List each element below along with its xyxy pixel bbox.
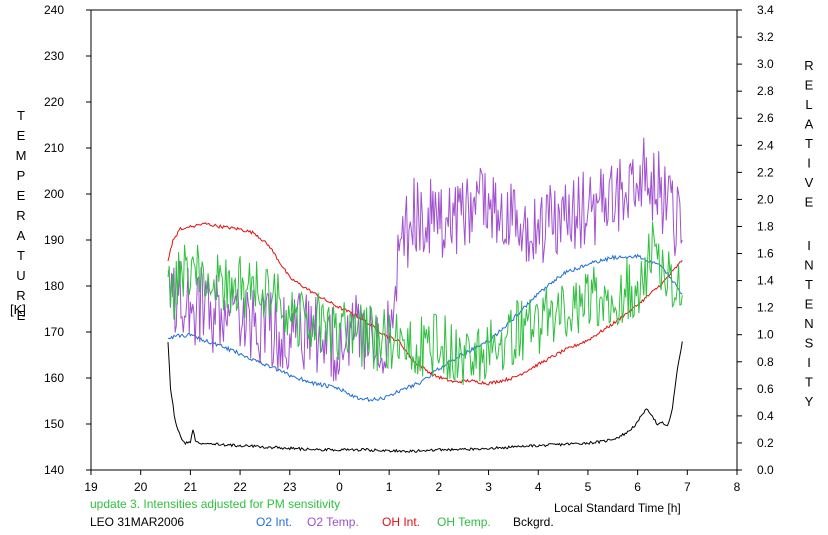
y-label-right-letter: N [804,316,813,331]
y-label-left-letter: T [17,108,25,123]
x-tick-label: 4 [535,480,542,494]
y-tick-label-left: 190 [44,233,64,247]
legend-item: O2 Temp. [307,515,359,529]
y-label-left-letter: A [17,228,26,243]
y-tick-label-left: 220 [44,95,64,109]
y-tick-label-right: 2.6 [757,111,774,125]
x-tick-label: 1 [386,480,393,494]
y-label-right-letter: N [804,258,813,273]
x-tick-label: 20 [134,480,148,494]
series-line-bckgrd [167,341,683,453]
y-tick-label-left: 150 [44,417,64,431]
y-label-right-letter: Y [805,394,814,409]
x-tick-label: 5 [585,480,592,494]
y-tick-label-right: 3.4 [757,3,774,17]
x-tick-label: 3 [485,480,492,494]
y-tick-label-right: 3.0 [757,57,774,71]
y-tick-label-right: 2.8 [757,84,774,98]
series-lines [167,137,683,453]
x-tick-label: 21 [184,480,198,494]
series-line-o2-temp [167,137,683,382]
y-tick-label-left: 140 [44,463,64,477]
x-tick-label: 0 [336,480,343,494]
y-tick-label-left: 180 [44,279,64,293]
legend-item: O2 Int. [256,515,292,529]
y-tick-label-right: 2.2 [757,165,774,179]
y-label-right-letter: A [805,117,814,132]
y-tick-label-right: 1.4 [757,274,774,288]
y-label-left-letter: T [17,248,25,263]
y-label-right-letter: R [804,58,813,73]
y-tick-label-left: 160 [44,371,64,385]
y-tick-label-right: 0.0 [757,463,774,477]
y-label-left-letter: E [17,188,26,203]
y-label-right-letter: I [807,156,811,171]
y-tick-label-left: 240 [44,3,64,17]
series-line-oh-int [167,222,683,386]
y-tick-label-right: 3.2 [757,30,774,44]
y-tick-label-right: 1.8 [757,219,774,233]
y-label-left-letter: E [17,308,26,323]
series-line-oh-temp [167,221,683,386]
update-note: update 3. Intensities adjusted for PM se… [90,497,340,511]
y-label-right-letter: V [805,175,814,190]
legend-item: Bckgrd. [513,515,554,529]
y-label-right-letter: E [805,195,814,210]
y-tick-label-left: 230 [44,49,64,63]
y-label-left-letter: P [17,168,26,183]
y-label-left-letter: R [16,208,25,223]
y-label-left-letter: R [16,288,25,303]
x-tick-label: 23 [283,480,297,494]
y-tick-label-left: 170 [44,325,64,339]
y-label-left-letter: M [16,148,27,163]
y-tick-label-right: 0.6 [757,382,774,396]
y-tick-label-right: 0.4 [757,409,774,423]
y-label-left-letter: E [17,128,26,143]
y-label-right-letter: I [807,238,811,253]
y-label-right-letter: T [805,136,813,151]
x-tick-label: 7 [684,480,691,494]
y-tick-label-left: 200 [44,187,64,201]
y-label-right-letter: S [805,336,814,351]
x-ticks: 19 20 21 22 23 0 1 2 3 4 5 6 7 8 [84,470,741,494]
y-label-right-letter: E [805,78,814,93]
legend-item: OH Temp. [437,515,491,529]
y-label-right-letter: L [805,97,812,112]
y-label-right-letter: T [805,277,813,292]
x-tick-label: 22 [233,480,247,494]
x-tick-label: 2 [436,480,443,494]
y-tick-label-left: 210 [44,141,64,155]
y-tick-label-right: 2.0 [757,192,774,206]
y-label-right-letter: T [805,375,813,390]
y-ticks-right: 0.0 0.2 0.4 0.6 0.8 1.0 1.2 1.4 1.6 1.8 2.0 2.2 2.4 2… [737,3,774,477]
y-tick-label-right: 1.2 [757,301,774,315]
y-axis-unit-left: [K] [10,302,26,317]
y-label-right-letter: I [807,355,811,370]
y-tick-label-right: 2.4 [757,138,774,152]
y-tick-label-right: 0.8 [757,355,774,369]
x-tick-label: 8 [734,480,741,494]
legend: O2 Int. O2 Temp. OH Int. OH Temp. Bckgrd. [256,515,554,529]
x-axis-label: Local Standard Time [h] [554,501,681,515]
x-tick-label: 6 [634,480,641,494]
plot-frame [90,9,738,471]
y-ticks-left: 140 150 160 170 180 190 200 210 220 230 240 [44,3,91,477]
station-date: LEO 31MAR2006 [90,515,184,529]
y-label-right-letter: E [805,297,814,312]
series-line-o2-int [167,253,683,403]
y-tick-label-right: 0.2 [757,436,774,450]
y-tick-label-right: 1.6 [757,247,774,261]
legend-item: OH Int. [382,515,420,529]
x-tick-label: 19 [84,480,98,494]
y-label-left-letter: U [16,268,25,283]
y-tick-label-right: 1.0 [757,328,774,342]
